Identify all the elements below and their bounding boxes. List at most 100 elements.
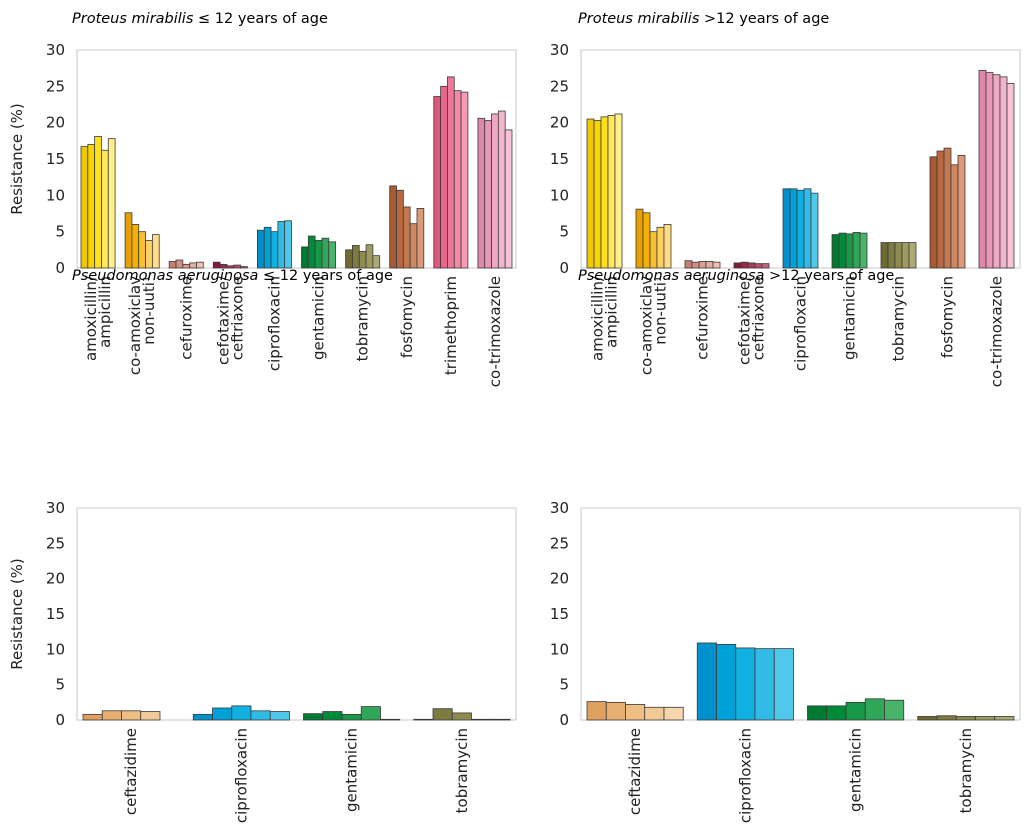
bar: [301, 246, 309, 269]
category-label: amoxicillin/: [82, 275, 100, 361]
bar: [957, 154, 966, 269]
y-tick-label: 20: [550, 114, 569, 132]
bar: [303, 713, 324, 721]
panel-proteus-child: Proteus mirabilis ≤ 12 years of age 0 5 10…: [8, 11, 517, 387]
category-label: tobramycin: [354, 276, 372, 361]
bar: [908, 242, 917, 269]
panel-title: Proteus mirabilis ≤ 12 years of age: [72, 11, 328, 27]
bar: [950, 164, 959, 269]
bar: [307, 235, 316, 269]
bar: [447, 76, 455, 269]
y-tick-label: 25: [46, 77, 65, 95]
bar: [803, 188, 812, 269]
category-label: ampicillin: [96, 276, 114, 348]
bar: [471, 718, 492, 721]
bar: [992, 74, 1001, 269]
bar: [754, 648, 775, 721]
y-tick-label: 0: [55, 259, 65, 277]
category-label: tobramycin: [957, 728, 975, 813]
category-label: ciprofloxacin: [265, 276, 283, 371]
category-label: co-amoxiclav: [638, 276, 656, 375]
category-label: gentamicin: [847, 728, 865, 812]
y-tick-label: 10: [550, 640, 569, 658]
panel-title: Pseudomonas aeruginosa ≤ 12 years of age: [72, 268, 393, 284]
y-tick-label: 25: [550, 534, 569, 552]
bar: [196, 261, 204, 269]
bar: [901, 242, 910, 269]
panel-title: Pseudomonas aeruginosa >12 years of age: [578, 268, 894, 284]
category-label: tobramycin: [453, 728, 471, 813]
bar: [451, 712, 472, 721]
y-tick-label: 10: [46, 186, 65, 204]
bar: [416, 208, 425, 269]
bar: [607, 115, 616, 269]
bar: [409, 223, 418, 269]
bar: [936, 715, 957, 721]
bar: [649, 231, 658, 269]
bar: [796, 189, 805, 269]
y-tick-label: 10: [46, 640, 65, 658]
bar: [484, 120, 492, 269]
bar: [884, 699, 905, 721]
bar: [887, 242, 896, 269]
category-label: gentamicin: [841, 276, 859, 360]
bar: [859, 232, 868, 269]
bar: [352, 245, 360, 269]
bar: [605, 701, 626, 721]
y-tick-label: 5: [55, 223, 65, 241]
category-label: ciprofloxacin: [232, 728, 250, 823]
y-tick-label: 15: [46, 605, 65, 623]
bar: [345, 249, 353, 269]
bar: [625, 704, 646, 721]
category-label: ceftriaxone: [228, 276, 246, 360]
bar: [586, 701, 607, 721]
category-label: tobramycin: [890, 276, 908, 361]
bar: [716, 643, 737, 721]
category-label: ceftazidime: [122, 728, 140, 815]
bar: [107, 138, 116, 269]
bar: [735, 647, 756, 721]
bar: [936, 150, 945, 269]
panel-title: Proteus mirabilis >12 years of age: [578, 11, 829, 27]
y-tick-label: 20: [550, 570, 569, 588]
bar: [696, 642, 717, 721]
bar: [880, 242, 889, 269]
panel-title-age: ≤ 12 years of age: [193, 11, 328, 27]
bar: [600, 116, 609, 269]
bar: [644, 706, 665, 721]
bar: [943, 147, 952, 269]
bar: [263, 226, 272, 269]
bar: [684, 260, 693, 269]
bar: [712, 261, 721, 269]
category-label: ceftriaxone: [750, 276, 768, 360]
bar: [250, 710, 271, 721]
bar: [845, 233, 854, 269]
bar: [985, 72, 994, 269]
bar: [831, 234, 840, 269]
bar: [917, 716, 938, 721]
bar: [314, 239, 323, 269]
bar: [87, 144, 96, 269]
bar: [826, 705, 847, 721]
bar: [782, 188, 791, 269]
y-tick-label: 30: [46, 499, 65, 517]
bar: [396, 189, 404, 269]
bar: [1006, 83, 1015, 269]
category-label: non-uuti¹: [140, 276, 158, 345]
bar: [256, 229, 265, 269]
bar: [656, 226, 665, 269]
y-tick-label: 15: [550, 605, 569, 623]
category-label: cefotaxime/: [214, 275, 232, 365]
y-tick-label: 15: [46, 150, 65, 168]
bar: [365, 244, 374, 269]
bar: [635, 208, 644, 269]
bar: [322, 711, 343, 721]
panel-title-organism: Pseudomonas aeruginosa: [578, 268, 764, 284]
bar: [810, 192, 819, 269]
y-tick-label: 0: [559, 711, 569, 729]
bar: [490, 718, 511, 721]
bar: [140, 711, 161, 721]
plot-frame: [580, 507, 1021, 721]
bar: [212, 707, 233, 721]
